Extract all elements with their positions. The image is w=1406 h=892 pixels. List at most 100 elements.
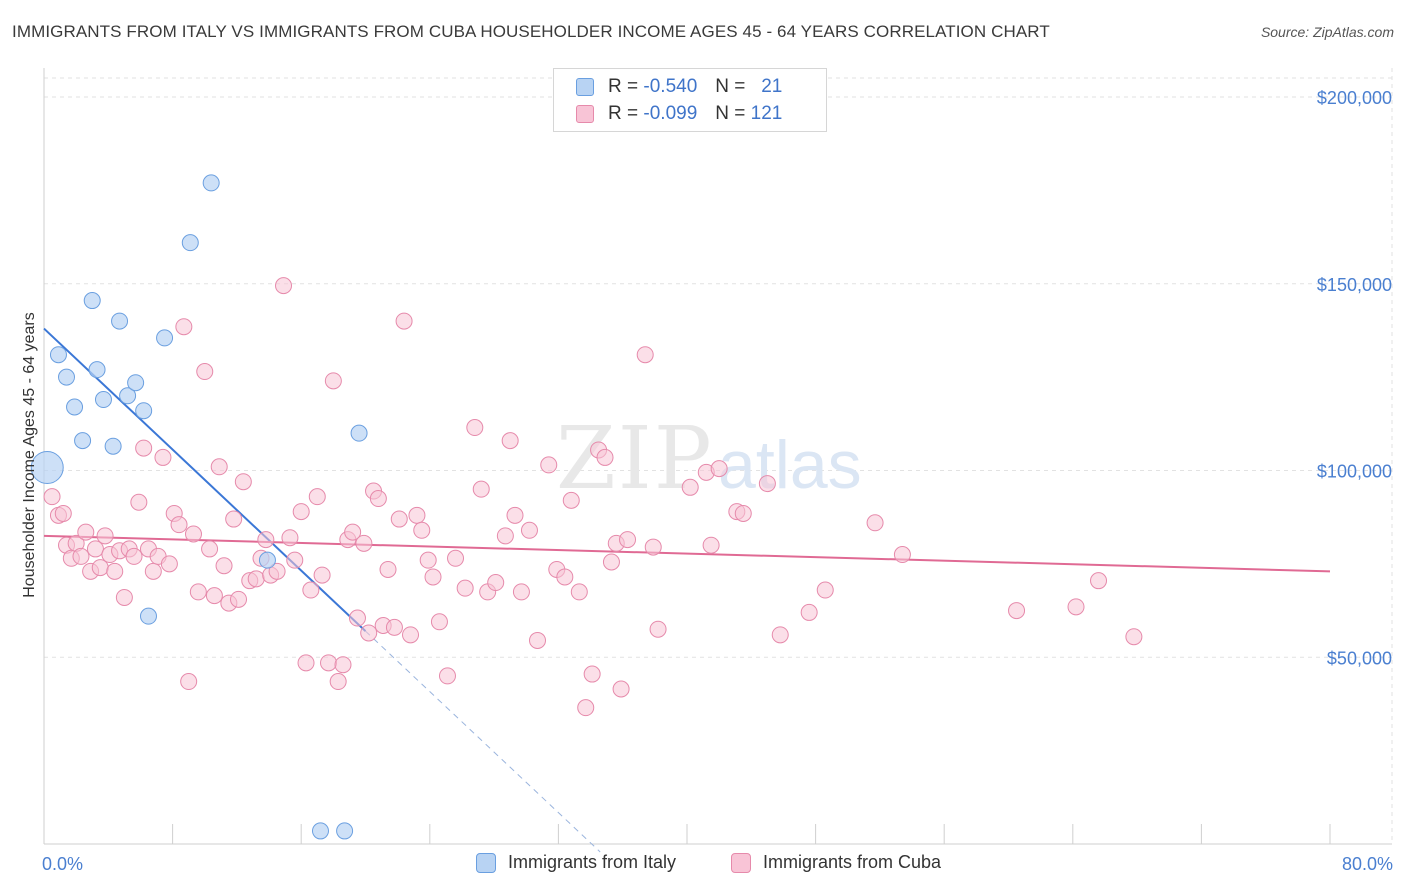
point-italy-7 [94,391,112,409]
point-cuba-113 [800,603,818,621]
trend-line-italy [43,327,367,632]
point-italy-10 [119,387,137,405]
legend-swatch-italy [476,852,496,873]
point-cuba-23 [154,448,172,466]
point-cuba-88 [529,631,547,649]
series-italy-points [30,174,368,840]
point-cuba-26 [170,516,188,534]
point-cuba-83 [496,527,514,545]
point-italy-16 [202,174,220,192]
point-cuba-114 [816,581,834,599]
point-cuba-95 [583,665,601,683]
point-italy-4 [74,432,92,450]
point-cuba-21 [144,562,162,580]
point-cuba-69 [395,312,413,330]
point-cuba-103 [644,538,662,556]
point-cuba-119 [1090,572,1108,590]
point-cuba-6 [72,547,90,565]
point-cuba-120 [1125,628,1143,646]
trend-line-italy-extension [365,630,601,853]
point-cuba-53 [313,566,331,584]
point-italy-19 [336,822,354,840]
point-cuba-87 [520,521,538,539]
point-cuba-76 [438,667,456,685]
point-italy-15 [181,234,199,252]
point-cuba-86 [512,583,530,601]
watermark-atlas: atlas [718,427,862,503]
point-cuba-74 [424,568,442,586]
y-tick-label-1: $100,000 [1317,462,1392,482]
point-cuba-33 [205,587,223,605]
point-cuba-82 [487,574,505,592]
legend-r-label: R = [608,103,639,124]
point-cuba-67 [385,618,403,636]
x-tick-labels: 0.0% 80.0% [42,854,1393,874]
correlation-legend: R = -0.540 N = 21 R = -0.099 N = 121 [553,68,827,132]
point-cuba-97 [596,448,614,466]
point-cuba-9 [86,540,104,558]
point-cuba-27 [175,318,193,336]
point-cuba-15 [115,588,133,606]
point-cuba-49 [292,503,310,521]
point-cuba-0 [43,488,61,506]
legend-n-value-cuba: 121 [750,103,783,124]
legend-r-label: R = [608,76,639,97]
point-cuba-93 [570,583,588,601]
point-cuba-107 [702,536,720,554]
point-italy-12 [135,402,153,420]
series-legend: Immigrants from Italy Immigrants from Cu… [0,852,1406,878]
legend-n-value-italy: 21 [761,76,783,97]
point-cuba-56 [329,673,347,691]
point-cuba-111 [758,475,776,493]
legend-r-value-italy: -0.540 [643,76,698,97]
point-italy-5 [83,292,101,310]
point-cuba-7 [77,523,95,541]
point-italy-1 [49,346,67,364]
point-cuba-38 [230,590,248,608]
point-italy-14 [156,329,174,347]
legend-item-italy: Immigrants from Italy [476,852,676,873]
point-cuba-19 [135,439,153,457]
point-cuba-117 [1008,602,1026,620]
chart-title: IMMIGRANTS FROM ITALY VS IMMIGRANTS FROM… [12,22,1050,41]
grid-lines [44,68,1393,844]
point-cuba-43 [257,531,275,549]
point-cuba-78 [456,579,474,597]
point-italy-9 [111,312,129,330]
point-cuba-28 [180,673,198,691]
point-cuba-32 [201,540,219,558]
y-tick-label-2: $150,000 [1317,275,1392,295]
point-cuba-71 [408,506,426,524]
point-cuba-73 [419,551,437,569]
point-cuba-59 [344,523,362,541]
point-italy-17 [258,551,276,569]
point-cuba-89 [540,456,558,474]
point-cuba-102 [636,346,654,364]
point-cuba-61 [355,534,373,552]
point-italy-18 [311,822,329,840]
point-cuba-91 [556,568,574,586]
legend-label-italy: Immigrants from Italy [508,852,677,872]
point-italy-11 [127,374,145,392]
point-cuba-68 [390,510,408,528]
point-cuba-45 [268,562,286,580]
point-italy-0 [30,451,64,485]
point-cuba-46 [275,277,293,295]
point-cuba-101 [619,531,637,549]
point-cuba-37 [225,510,243,528]
point-cuba-80 [472,480,490,498]
point-cuba-100 [612,680,630,698]
y-tick-label-0: $50,000 [1327,648,1392,668]
x-tick-label-0: 0.0% [42,854,83,874]
point-cuba-112 [771,626,789,644]
point-cuba-92 [562,491,580,509]
point-cuba-47 [281,529,299,547]
legend-n-label: N = [715,103,746,124]
point-cuba-34 [210,458,228,476]
point-cuba-57 [334,656,352,674]
point-cuba-39 [234,473,252,491]
point-italy-20 [350,424,368,442]
point-cuba-48 [286,551,304,569]
legend-swatch-italy [576,78,594,96]
point-cuba-77 [447,549,465,567]
